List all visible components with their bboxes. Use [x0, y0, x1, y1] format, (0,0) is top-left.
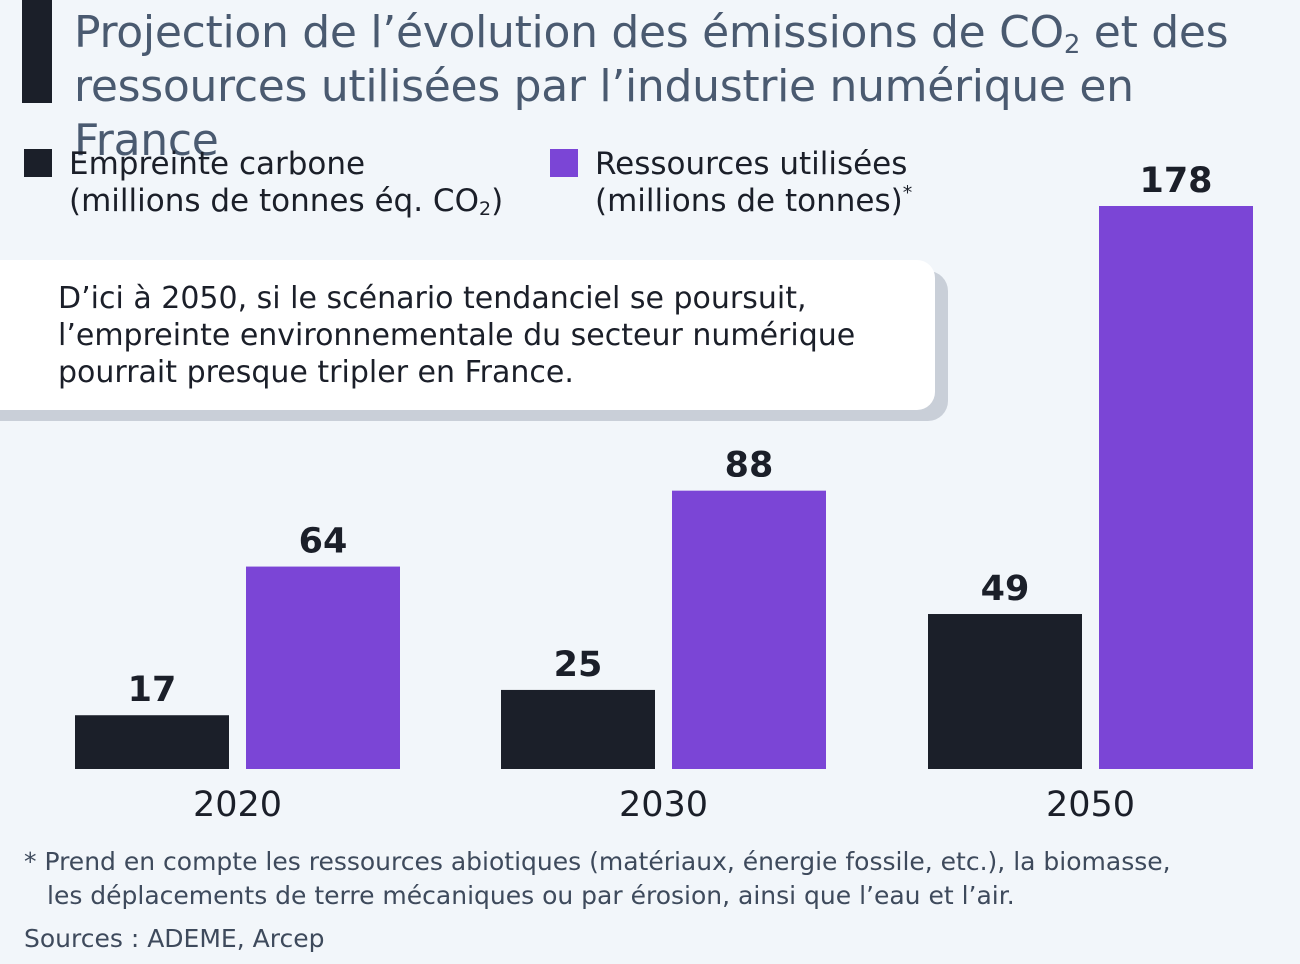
- x-tick-label-2050: 2050: [1046, 785, 1135, 825]
- footnote-line1: * Prend en compte les ressources abiotiq…: [24, 847, 1171, 876]
- callout-line1: D’ici à 2050, si le scénario tendanciel …: [58, 281, 807, 316]
- legend-swatch-carbon: [24, 149, 52, 177]
- data-label-resources-2050: 178: [1139, 161, 1212, 201]
- callout-line2: l’empreinte environnementale du secteur …: [58, 318, 856, 353]
- x-tick-label-2030: 2030: [619, 785, 708, 825]
- data-label-carbon-2020: 17: [128, 670, 177, 710]
- callout-box: D’ici à 2050, si le scénario tendanciel …: [0, 260, 935, 410]
- data-label-resources-2030: 88: [725, 446, 774, 486]
- data-label-carbon-2050: 49: [981, 569, 1030, 609]
- chart-title: Projection de l’évolution des émissions …: [74, 6, 1284, 168]
- title-line2: ressources utilisées par l’industrie num…: [74, 61, 1134, 166]
- legend-label-carbon: Empreinte carbone (millions de tonnes éq…: [69, 146, 504, 220]
- legend-swatch-resources: [550, 149, 578, 177]
- sources: Sources : ADEME, Arcep: [24, 924, 325, 953]
- footnote-line2: les déplacements de terre mécaniques ou …: [47, 881, 1015, 910]
- footnote: * Prend en compte les ressources abiotiq…: [24, 845, 1171, 913]
- title-line1: Projection de l’évolution des émissions …: [74, 7, 1229, 60]
- x-tick-label-2020: 2020: [193, 785, 282, 825]
- data-label-resources-2020: 64: [299, 522, 348, 562]
- data-label-carbon-2030: 25: [554, 645, 603, 685]
- legend-label-resources: Ressources utilisées (millions de tonnes…: [595, 146, 913, 219]
- bar-resources-2020: [246, 566, 400, 769]
- bar-carbon-2020: [75, 715, 229, 769]
- title-accent-bar: [22, 0, 52, 103]
- bar-carbon-2050: [928, 614, 1082, 769]
- callout-line3: pourrait presque tripler en France.: [58, 355, 574, 390]
- bar-resources-2030: [672, 490, 826, 769]
- bar-carbon-2030: [501, 689, 655, 769]
- bar-resources-2050: [1099, 206, 1253, 769]
